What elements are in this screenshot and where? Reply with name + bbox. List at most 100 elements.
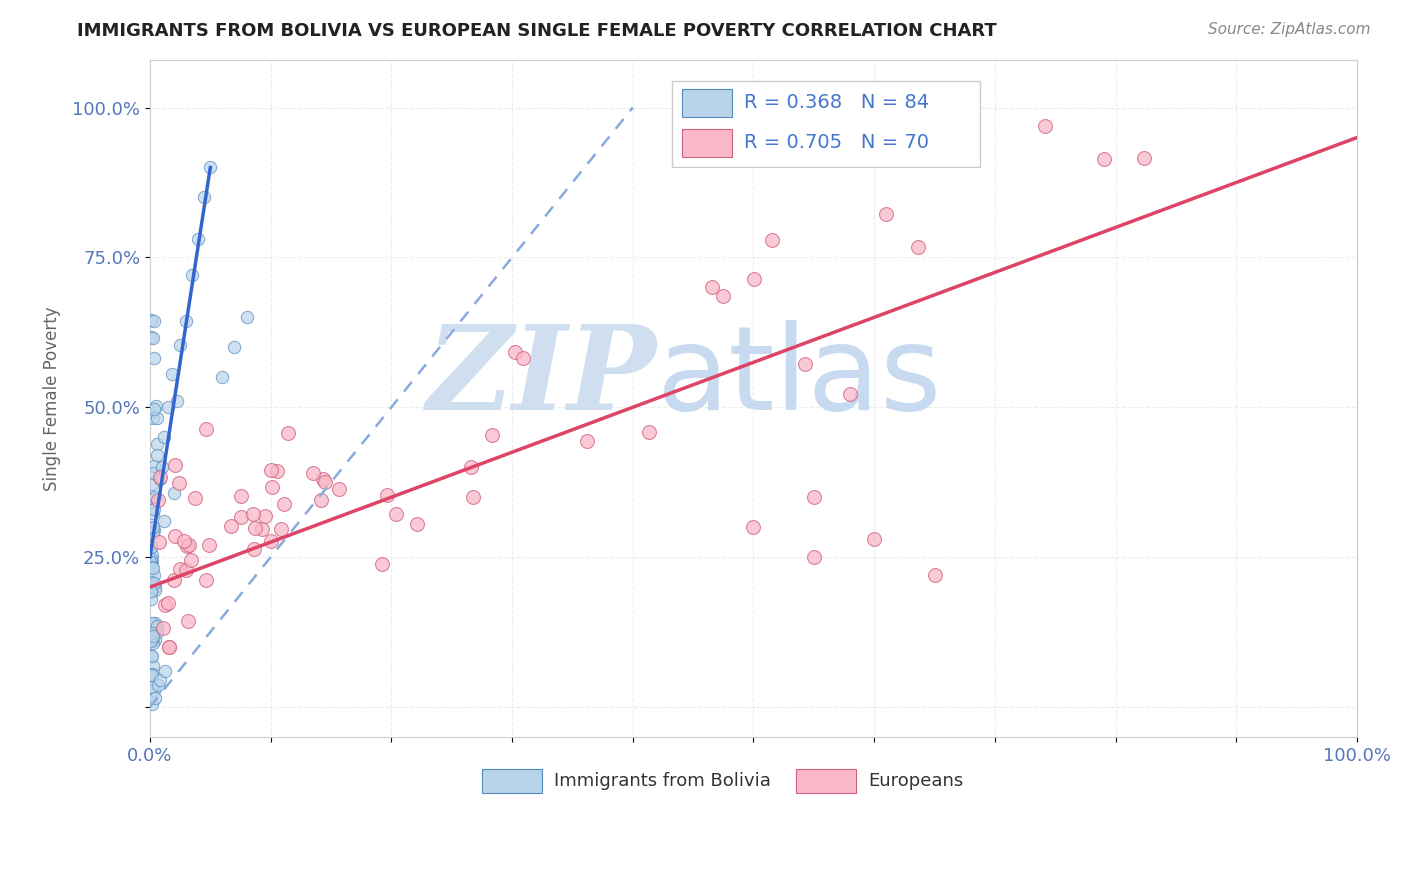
Point [277,425,299,440]
Point [157,640,180,654]
Point [141,649,163,664]
Point [176,539,198,553]
Point [163,486,186,500]
Point [141,476,163,491]
Point [139,404,162,418]
Point [149,472,172,486]
Point [143,616,166,631]
Point [142,659,165,673]
Point [139,648,162,663]
Text: IMMIGRANTS FROM BOLIVIA VS EUROPEAN SINGLE FEMALE POVERTY CORRELATION CHART: IMMIGRANTS FROM BOLIVIA VS EUROPEAN SING… [77,22,997,40]
Point [142,618,165,632]
Point [146,678,169,692]
Point [163,573,186,587]
Point [273,497,295,511]
Point [141,560,163,574]
Point [243,521,266,535]
Point [150,460,173,475]
Point [262,480,284,494]
Point [142,561,165,575]
Point [141,628,163,642]
Point [761,233,783,247]
Point [149,673,172,687]
Point [141,331,163,345]
Point [229,510,252,524]
Point [153,430,176,444]
Point [141,583,163,598]
Point [575,434,598,448]
Point [141,521,163,535]
Point [165,458,187,472]
Point [143,682,166,697]
Point [793,357,815,371]
Point [142,401,165,416]
Point [242,508,264,522]
Point [174,314,197,328]
Point [141,330,163,344]
Point [169,338,191,352]
Point [1035,120,1057,134]
Point [139,555,162,569]
Point [503,345,526,359]
Point [460,460,482,475]
Point [266,464,288,478]
Point [141,540,163,554]
Point [143,690,166,705]
Point [254,508,277,523]
Point [142,524,165,538]
Point [863,532,886,546]
Point [173,534,195,549]
Point [512,351,534,366]
Point [638,425,661,439]
Point [174,562,197,576]
Point [143,580,166,594]
Point [141,548,163,562]
Point [145,437,167,451]
Point [177,538,200,552]
Point [142,519,165,533]
Point [270,522,292,536]
Point [252,522,274,536]
Point [143,314,166,328]
Point [169,562,191,576]
Point [229,489,252,503]
Point [224,340,246,354]
Text: atlas: atlas [657,320,942,435]
Point [803,550,825,565]
Point [141,554,163,568]
Point [166,394,188,409]
Point [148,534,170,549]
Point [198,538,221,552]
Point [141,540,163,554]
Point [260,463,283,477]
Point [139,522,162,536]
Point [146,448,169,462]
Point [838,386,860,401]
Point [1133,151,1156,165]
Point [711,288,734,302]
Point [146,625,169,640]
Point [180,553,202,567]
Point [142,506,165,520]
Point [742,271,765,285]
Point [142,575,165,590]
Point [141,680,163,694]
Point [184,491,207,505]
Point [141,592,163,607]
Point [142,502,165,516]
Point [211,370,233,384]
Point [301,467,323,481]
Point [139,668,162,682]
Point [157,640,180,654]
Point [160,367,183,381]
Point [146,493,169,508]
Point [375,488,398,502]
Point [328,482,350,496]
Point [152,621,174,635]
Point [141,632,163,647]
Point [924,568,946,582]
Point [141,616,163,631]
Point [481,427,503,442]
Point [141,552,163,566]
Point [141,313,163,327]
